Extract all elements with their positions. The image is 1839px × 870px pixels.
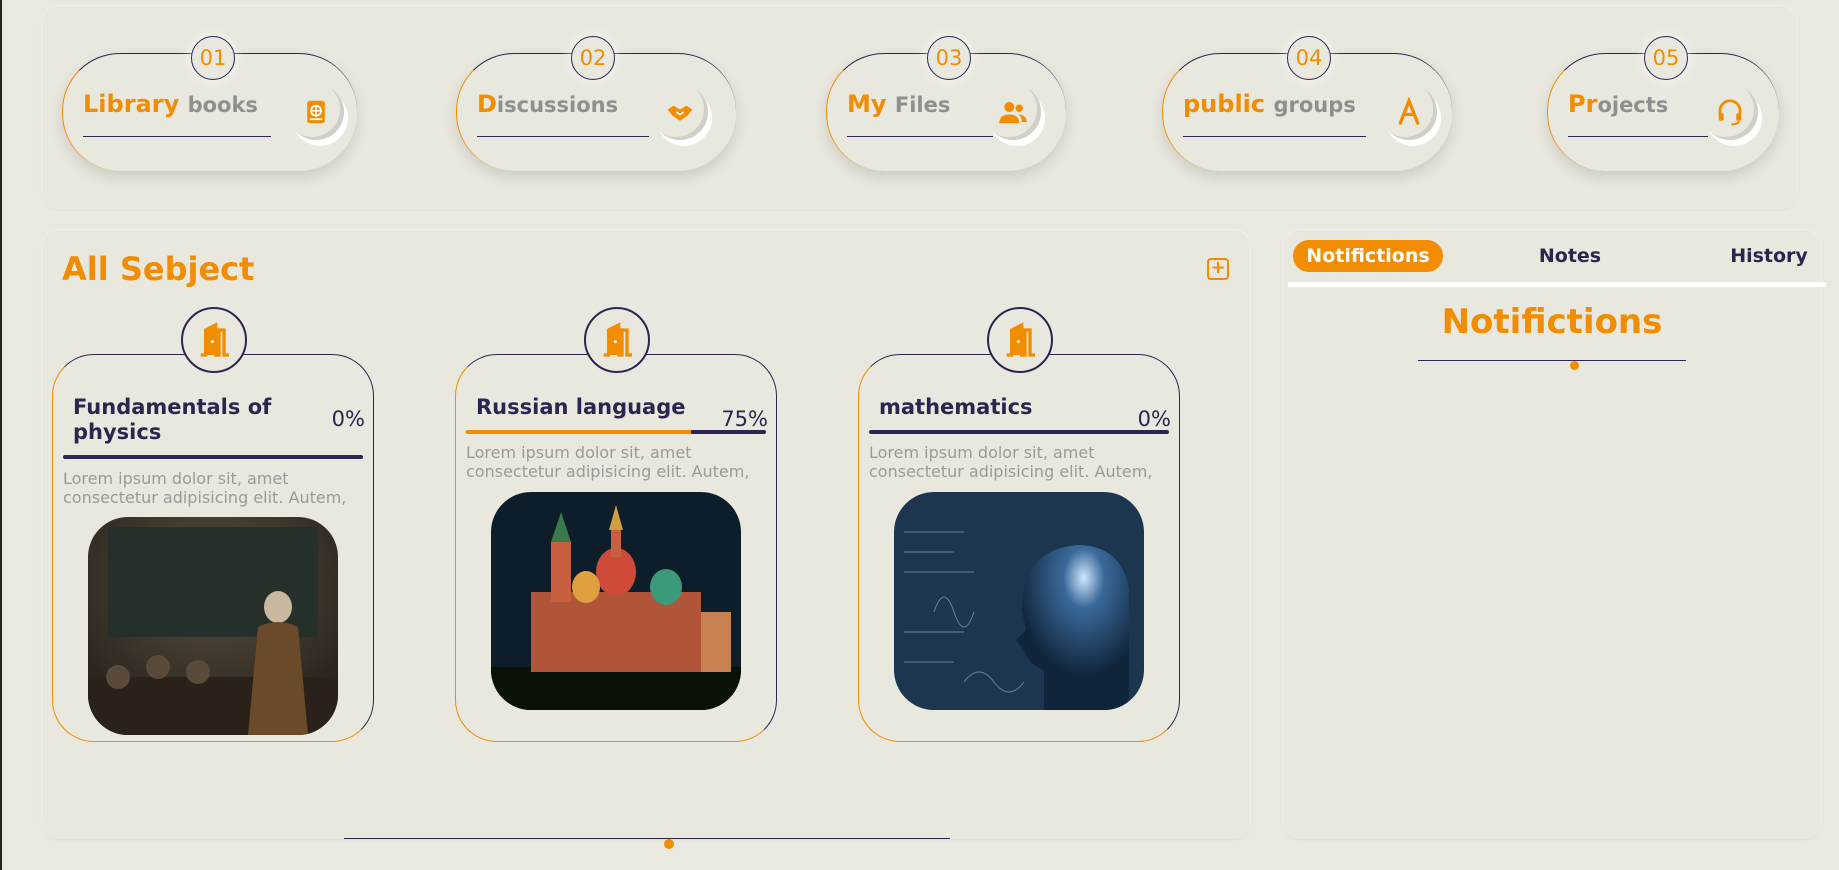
window-edge [0, 0, 2, 870]
nav-title: Library books [83, 90, 258, 118]
physics-teacher-image [88, 517, 338, 735]
door-icon [987, 307, 1053, 373]
subject-title: Russian language [476, 395, 686, 419]
tab-underline [1288, 282, 1826, 287]
book-globe-icon [288, 84, 344, 140]
nav-number: 04 [1287, 36, 1331, 80]
notifications-panel: Notifictions Notes History Notifictions [1283, 230, 1826, 838]
math-silhouette-image [894, 492, 1144, 710]
top-nav-panel: 01 Library books 02 Discussions 03 My Fi… [42, 6, 1797, 208]
subjects-panel: All Sebject + Fundamentals of physics 0%… [42, 230, 1250, 849]
nav-number: 02 [571, 36, 615, 80]
nav-underline [1183, 136, 1366, 137]
door-icon [181, 307, 247, 373]
subject-percent: 0% [1137, 407, 1171, 431]
tab-history[interactable]: History [1730, 245, 1808, 267]
tab-notes[interactable]: Notes [1538, 245, 1602, 267]
heading-dot [1570, 361, 1579, 370]
nav-number: 01 [191, 36, 235, 80]
nav-title: Discussions [477, 90, 619, 118]
page-title: All Sebject [62, 250, 255, 288]
subject-card-mathematics[interactable]: mathematics 0% Lorem ipsum dolor sit, am… [858, 307, 1180, 742]
letter-a-icon [1381, 84, 1437, 140]
subject-description: Lorem ipsum dolor sit, amet consectetur … [869, 443, 1153, 481]
nav-card-my-files[interactable]: 03 My Files [826, 36, 1066, 171]
add-subject-button[interactable]: + [1207, 258, 1229, 280]
nav-number: 05 [1644, 36, 1688, 80]
nav-title: Projects [1568, 90, 1669, 118]
nav-title: My Files [847, 90, 951, 118]
nav-number: 03 [927, 36, 971, 80]
tab-notifications[interactable]: Notifictions [1293, 240, 1443, 272]
handshake-icon [652, 84, 708, 140]
notifications-heading: Notifictions [1441, 302, 1663, 342]
nav-card-library-books[interactable]: 01 Library books [62, 36, 357, 171]
subject-title: Fundamentals of physics [73, 395, 272, 444]
subject-card-russian[interactable]: Russian language 75% Lorem ipsum dolor s… [455, 307, 777, 742]
headset-icon [1702, 84, 1758, 140]
subject-percent: 0% [331, 407, 365, 431]
subject-description: Lorem ipsum dolor sit, amet consectetur … [63, 469, 347, 507]
heading-divider [1418, 360, 1686, 361]
users-icon [985, 84, 1041, 140]
subject-card-physics[interactable]: Fundamentals of physics 0% Lorem ipsum d… [52, 307, 374, 742]
nav-card-public-groups[interactable]: 04 public groups [1162, 36, 1452, 171]
subject-progress-bar [63, 455, 363, 459]
subject-progress-bar [869, 430, 1169, 434]
subject-percent: 75% [721, 407, 768, 431]
nav-card-discussions[interactable]: 02 Discussions [456, 36, 736, 171]
progress-fill [466, 430, 691, 434]
pager-dot[interactable] [664, 839, 674, 849]
subject-description: Lorem ipsum dolor sit, amet consectetur … [466, 443, 750, 481]
kremlin-image [491, 492, 741, 710]
subject-title: mathematics [879, 395, 1033, 419]
nav-underline [477, 136, 649, 137]
nav-underline [847, 136, 993, 137]
nav-underline [1568, 136, 1708, 137]
nav-card-projects[interactable]: 05 Projects [1547, 36, 1779, 171]
nav-underline [83, 136, 271, 137]
nav-title: public groups [1183, 90, 1356, 118]
door-icon [584, 307, 650, 373]
pager-line [344, 838, 950, 839]
subject-progress-bar [466, 430, 766, 434]
